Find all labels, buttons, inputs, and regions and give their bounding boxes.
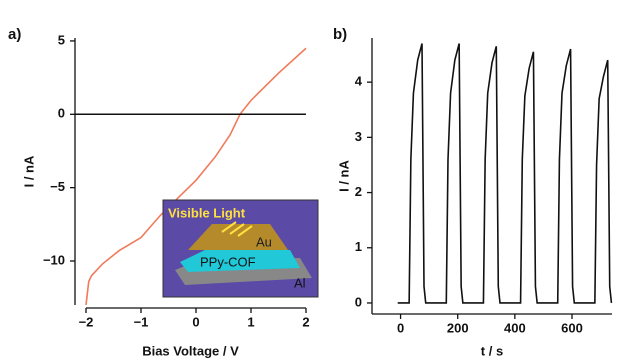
inset-label: Visible Light <box>168 205 246 220</box>
data-line <box>397 43 613 304</box>
light-ray <box>237 225 253 237</box>
panel-label: a) <box>8 26 21 43</box>
x-tick-label: −2 <box>79 314 94 329</box>
x-tick-label: 1 <box>247 314 254 329</box>
inset-label: Al <box>294 275 306 290</box>
data-line <box>85 47 307 306</box>
y-axis-label: I / nA <box>21 155 36 187</box>
cof-layer <box>180 250 300 272</box>
y-tick-label: 5 <box>58 32 65 47</box>
x-axis-label: t / s <box>481 343 503 358</box>
y-tick-label: 2 <box>355 184 362 199</box>
x-tick-label: 200 <box>447 320 469 335</box>
x-tick-label: 2 <box>302 314 309 329</box>
x-tick-label: 0 <box>192 314 199 329</box>
x-tick-label: −1 <box>134 314 149 329</box>
x-tick-label: 0 <box>397 320 404 335</box>
y-tick-label: −5 <box>50 179 65 194</box>
light-ray <box>229 223 245 235</box>
x-tick-label: 600 <box>561 320 583 335</box>
inset-label: Au <box>256 234 272 249</box>
au-layer <box>188 224 288 250</box>
inset-label: PPy-COF <box>200 254 256 269</box>
inset: Visible Light Au PPy-COF Al <box>162 199 319 298</box>
y-tick-label: 3 <box>355 129 362 144</box>
y-tick-label: 4 <box>355 74 363 89</box>
panel-label: b) <box>333 26 347 43</box>
x-axis-label: Bias Voltage / V <box>142 343 239 358</box>
light-ray <box>221 221 237 233</box>
y-tick-label: −10 <box>43 252 65 267</box>
y-axis-label: I / nA <box>336 160 351 192</box>
y-tick-label: 0 <box>58 106 65 121</box>
y-tick-label: 0 <box>355 294 362 309</box>
x-tick-label: 400 <box>504 320 526 335</box>
y-tick-label: 1 <box>355 239 362 254</box>
